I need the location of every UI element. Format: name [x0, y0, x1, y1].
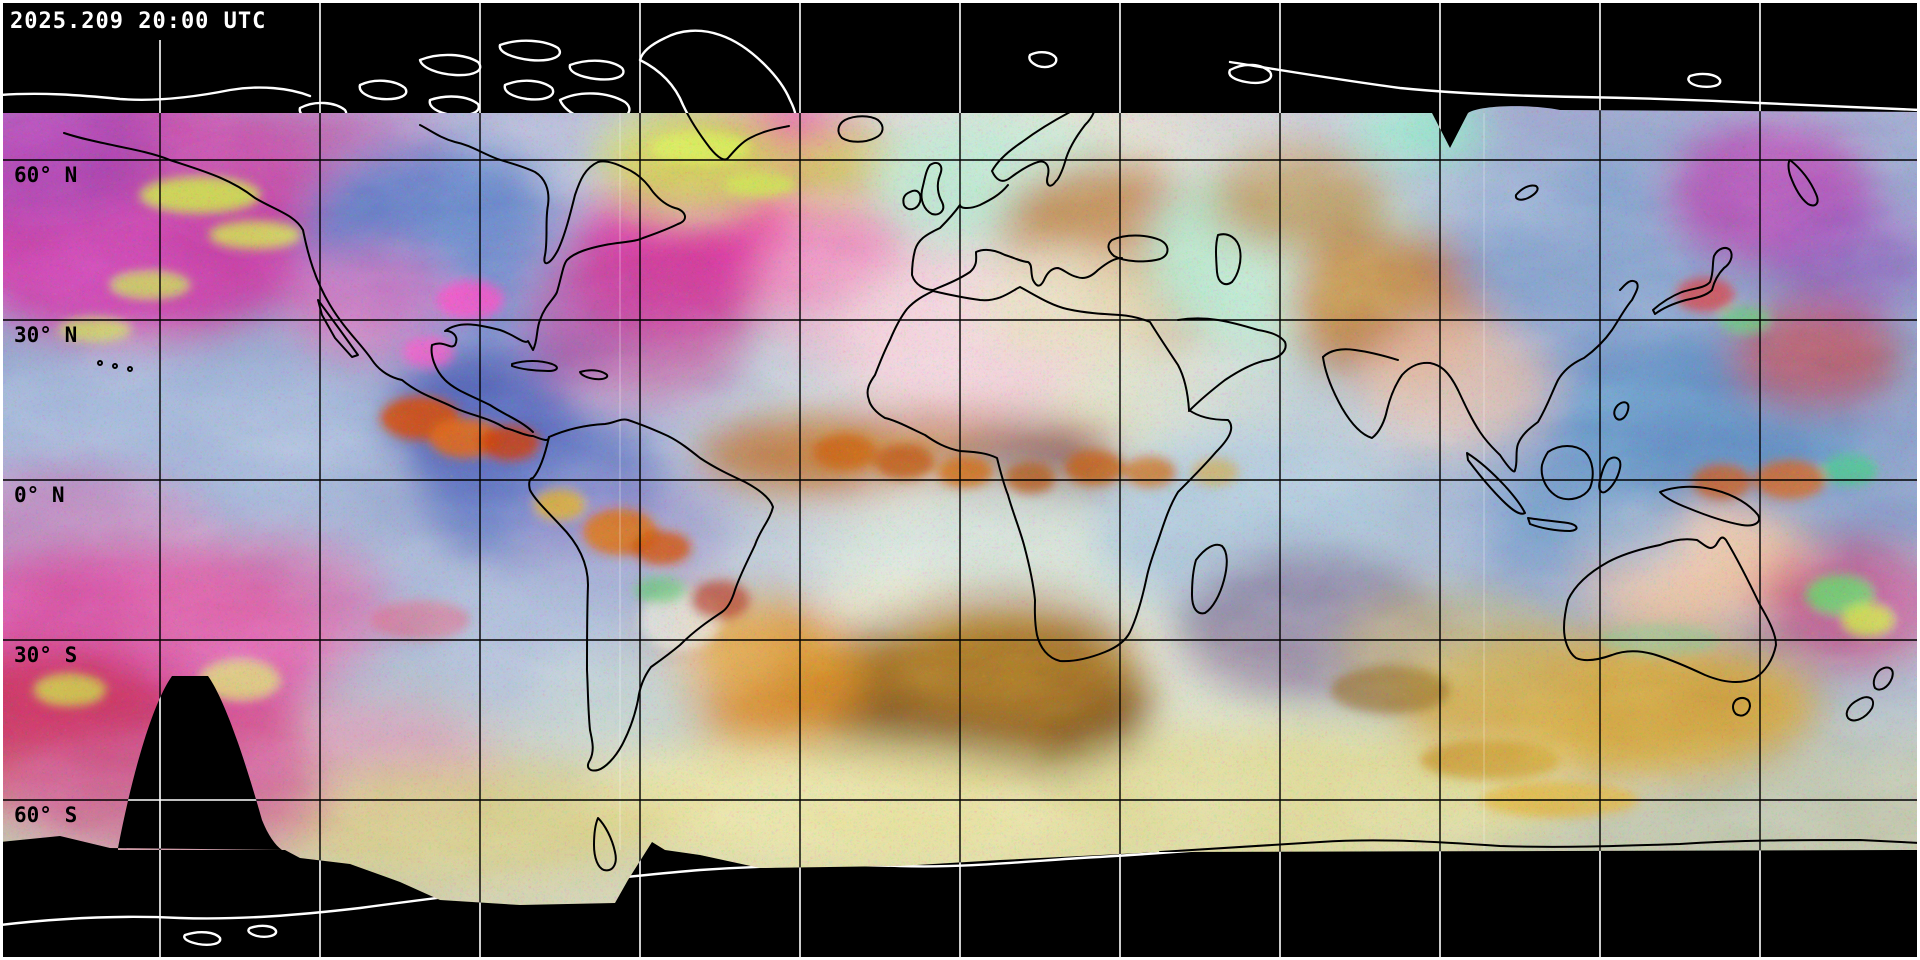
latitude-label-0n: 0° N [14, 483, 65, 507]
timestamp: 2025.209 20:00 UTC [10, 9, 266, 34]
satellite-seam-left [619, 113, 621, 850]
latitude-label-30s: 30° S [14, 643, 77, 667]
coastlines-black-layer [63, 106, 1920, 872]
latitude-label-30n: 30° N [14, 323, 77, 347]
latitude-label-60n: 60° N [14, 163, 77, 187]
latitude-label-60s: 60° S [14, 803, 77, 827]
latitude-labels: 60° N 30° N 0° N 30° S 60° S [14, 163, 77, 827]
timestamp-background [2, 2, 302, 40]
